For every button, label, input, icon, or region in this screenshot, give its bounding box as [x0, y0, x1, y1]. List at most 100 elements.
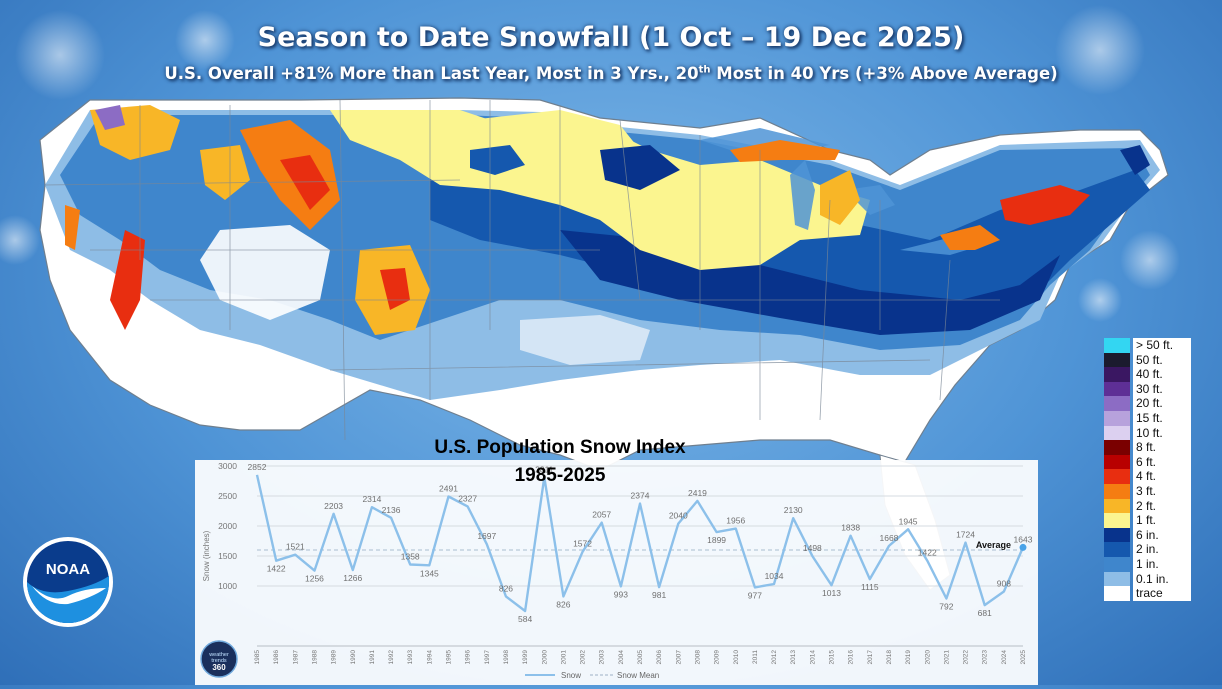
noaa-logo: NOAA	[23, 537, 113, 627]
legend-label: 8 ft.	[1133, 440, 1191, 455]
legend-swatch	[1104, 542, 1130, 557]
legend-label: 1 ft.	[1133, 513, 1191, 528]
legend-item: 2 ft.	[1104, 498, 1216, 514]
legend-item: 2 in.	[1104, 542, 1216, 557]
legend-label: 2 ft.	[1133, 498, 1191, 514]
series-snow-line	[255, 474, 1025, 613]
x-tick-label: 2014	[809, 650, 816, 665]
legend-item: 0.1 in.	[1104, 571, 1216, 587]
data-label: 2491	[439, 484, 458, 494]
data-point	[1019, 543, 1027, 551]
data-label: 1034	[765, 571, 784, 581]
weather-trends-logo: weather trends 360	[200, 640, 238, 678]
legend-label: 20 ft.	[1133, 396, 1191, 411]
legend-item: > 50 ft.	[1104, 338, 1216, 353]
data-label: 1697	[477, 531, 496, 541]
data-label: 1498	[803, 543, 822, 553]
x-tick-label: 2012	[771, 650, 778, 665]
x-tick-label: 1996	[465, 650, 472, 665]
data-label: 2314	[362, 494, 381, 504]
x-tick-label: 2004	[618, 650, 625, 665]
legend-item: 50 ft.	[1104, 352, 1216, 368]
legend-swatch	[1104, 513, 1130, 528]
data-label: 977	[748, 590, 762, 600]
noaa-text: NOAA	[46, 561, 90, 578]
data-label: 1668	[879, 533, 898, 543]
x-tick-label: 2022	[963, 650, 970, 665]
data-label: 2136	[382, 505, 401, 515]
data-label: 981	[652, 590, 666, 600]
legend-label: 15 ft.	[1133, 410, 1191, 426]
x-tick-label: 2000	[541, 650, 548, 665]
legend-swatch	[1104, 469, 1130, 484]
legend-label: 30 ft.	[1133, 381, 1191, 397]
x-tick-label: 2024	[1001, 650, 1008, 665]
legend-swatch	[1104, 367, 1130, 382]
page-title: Season to Date Snowfall (1 Oct – 19 Dec …	[257, 22, 965, 53]
legend-item: 10 ft.	[1104, 425, 1216, 441]
legend-swatch	[1104, 527, 1130, 543]
data-label: 1945	[899, 516, 918, 526]
legend-label: 0.1 in.	[1133, 571, 1191, 587]
data-label: 2811	[535, 464, 554, 474]
x-tick-label: 1995	[446, 650, 453, 665]
x-tick-label: 2010	[733, 650, 740, 665]
x-tick-label: 1988	[311, 650, 318, 665]
data-label: 1256	[305, 574, 324, 584]
legend-item: 4 ft.	[1104, 469, 1216, 484]
legend-swatch	[1104, 410, 1130, 426]
legend-label: 4 ft.	[1133, 469, 1191, 484]
x-tick-label: 1994	[426, 650, 433, 665]
y-axis-label: Snow (inches)	[202, 530, 211, 581]
x-tick-label: 2023	[982, 650, 989, 665]
legend-label: > 50 ft.	[1133, 338, 1191, 353]
x-tick-label: 2018	[886, 650, 893, 665]
data-label: 1013	[822, 588, 841, 598]
x-tick-label: 1987	[292, 650, 299, 665]
data-label: 2374	[631, 491, 650, 501]
x-tick-label: 1985	[254, 650, 261, 665]
legend-swatch	[1104, 440, 1130, 455]
legend-swatch	[1104, 454, 1130, 470]
legend-item: 30 ft.	[1104, 381, 1216, 397]
x-tick-label: 2015	[829, 650, 836, 665]
y-tick-label: 1000	[218, 581, 237, 591]
chart-subtitle: 1985-2025	[514, 465, 606, 486]
y-tick-label: 1500	[218, 551, 237, 561]
x-tick-label: 2019	[905, 650, 912, 665]
x-tick-label: 2001	[560, 650, 567, 665]
data-label: 1724	[956, 530, 975, 540]
snow-index-chart-panel: 1000 1500 2000 2500 3000 Snow (inches) 2852 142…	[195, 460, 1038, 685]
legend-item: 1 in.	[1104, 556, 1216, 572]
data-label: 826	[556, 599, 570, 609]
legend-swatch	[1104, 381, 1130, 397]
x-tick-label: 2020	[924, 650, 931, 665]
data-label: 1956	[726, 516, 745, 526]
legend-swatch	[1104, 586, 1130, 601]
legend-item: 15 ft.	[1104, 410, 1216, 426]
legend-item: 6 in.	[1104, 527, 1216, 543]
page-subtitle: U.S. Overall +81% More than Last Year, M…	[164, 64, 1058, 83]
legend-item: 3 ft.	[1104, 483, 1216, 499]
x-tick-label: 2008	[694, 650, 701, 665]
data-label: 1266	[343, 573, 362, 583]
x-tick-label: 1992	[388, 650, 395, 665]
data-label: 2130	[784, 505, 803, 515]
x-tick-label: 2006	[656, 650, 663, 665]
data-label: 1422	[267, 564, 286, 574]
x-tick-label: 2005	[637, 650, 644, 665]
legend-swatch	[1104, 571, 1130, 587]
x-tick-label: 2011	[752, 650, 759, 664]
legend-item: 1 ft.	[1104, 513, 1216, 528]
legend-swatch	[1104, 556, 1130, 572]
x-tick-label: 1997	[484, 650, 491, 665]
legend-label: 10 ft.	[1133, 425, 1191, 441]
svg-text:trends: trends	[211, 658, 227, 664]
chart-title-block: U.S. Population Snow Index 1985-2025	[395, 434, 725, 490]
x-tick-label: 1991	[369, 650, 376, 665]
x-tick-label: 2007	[675, 650, 682, 665]
data-label: 1899	[707, 535, 726, 545]
data-label: 1521	[286, 542, 305, 552]
legend-label: 40 ft.	[1133, 367, 1191, 382]
average-annotation: Average	[976, 540, 1011, 550]
